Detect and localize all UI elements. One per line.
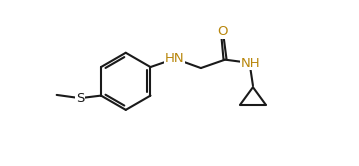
- Text: HN: HN: [165, 52, 185, 65]
- Text: O: O: [217, 25, 228, 38]
- Text: NH: NH: [241, 56, 260, 70]
- Text: S: S: [76, 92, 84, 105]
